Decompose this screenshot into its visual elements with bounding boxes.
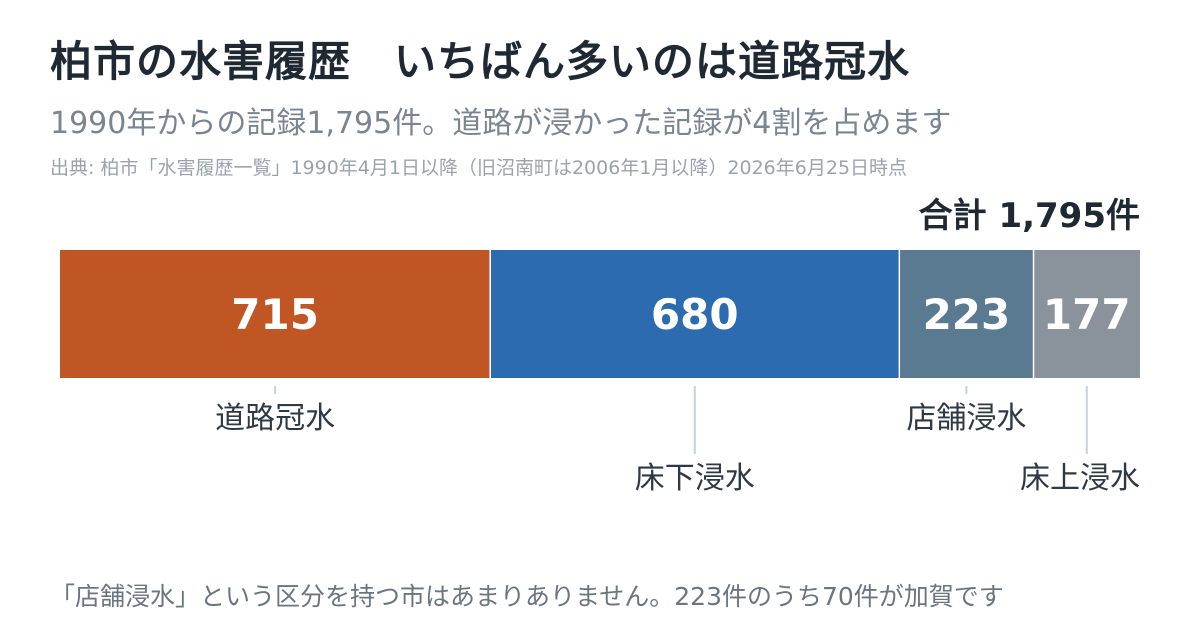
source-note: 出典: 柏市「水害履歴一覧」1990年4月1日以降（旧沼南町は2006年1月以降… <box>50 157 908 179</box>
chart-subtitle: 1990年からの記録1,795件。道路が浸かった記録が4割を占めます <box>50 106 952 141</box>
value-label-segment-2: 680 <box>651 290 739 339</box>
bar-segment-4 <box>1033 250 1140 378</box>
total-label: 合計 1,795件 <box>918 196 1140 236</box>
bar-segment-1 <box>60 250 491 378</box>
value-label-segment-1: 715 <box>231 290 319 339</box>
category-label-segment-4: 床上浸水 <box>1020 461 1140 496</box>
category-label-segment-3: 店舗浸水 <box>906 401 1026 436</box>
category-label-segment-2: 床下浸水 <box>635 461 755 496</box>
stacked-bar-chart: 715 道路冠水 680 床下浸水 223 店舗浸水 177 床上浸水 <box>60 250 1140 496</box>
bar-segment-2 <box>490 250 900 378</box>
value-label-segment-4: 177 <box>1043 290 1131 339</box>
bar-segment-3 <box>899 250 1034 378</box>
category-label-segment-1: 道路冠水 <box>215 401 335 436</box>
footnote: 「店舗浸水」という区分を持つ市はあまりありません。223件のうち70件が加賀です <box>50 582 1004 611</box>
chart-title: 柏市の水害履歴 いちばん多いのは道路冠水 <box>50 37 911 86</box>
value-label-segment-3: 223 <box>923 290 1011 339</box>
